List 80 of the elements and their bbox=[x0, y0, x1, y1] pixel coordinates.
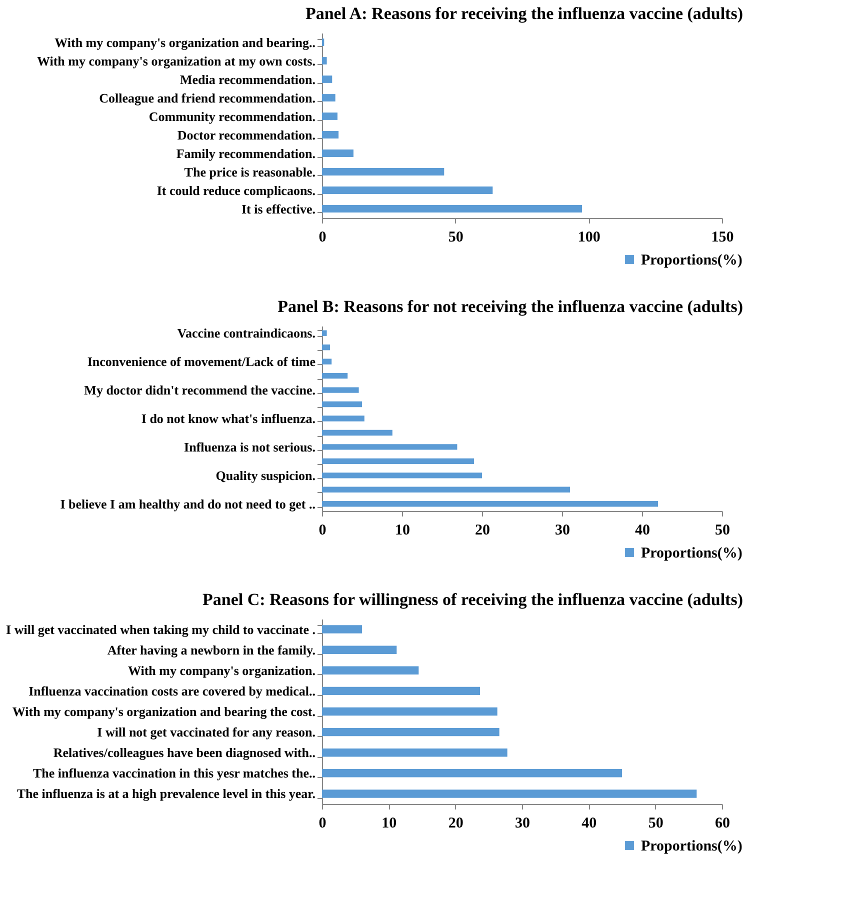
y-tick-label: My doctor didn't recommend the vaccine. bbox=[84, 382, 316, 398]
y-tick-label: I will get vaccinated when taking my child to vaccinate . bbox=[6, 622, 316, 637]
x-tick-label: 150 bbox=[711, 230, 734, 246]
bar bbox=[322, 625, 362, 634]
y-tick-label: The influenza vaccination in this yesr matches the.. bbox=[32, 766, 316, 781]
bar bbox=[322, 646, 397, 654]
bar bbox=[322, 401, 362, 408]
y-tick-label: I believe I am healthy and do not need to get .. bbox=[60, 496, 316, 512]
bar bbox=[322, 707, 498, 716]
chart-title: Panel A: Reasons for receiving the influenza vaccine (adults) bbox=[305, 4, 743, 23]
x-tick-label: 10 bbox=[395, 522, 410, 538]
y-tick-label: The influenza is at a high prevalence level in this year. bbox=[16, 786, 316, 802]
y-tick-label: Influenza is not serious. bbox=[184, 439, 316, 454]
legend-label: Proportions(%) bbox=[641, 252, 742, 268]
x-tick-label: 20 bbox=[448, 816, 464, 832]
x-tick-label: 10 bbox=[382, 816, 397, 832]
y-tick-label: Vaccine contraindicaons. bbox=[177, 326, 316, 341]
bar bbox=[322, 131, 339, 138]
bar bbox=[322, 769, 622, 778]
y-tick-label: Colleague and friend recommendation. bbox=[99, 90, 316, 106]
bar bbox=[322, 330, 327, 336]
bar bbox=[322, 76, 332, 83]
x-tick-label: 50 bbox=[448, 230, 464, 246]
x-tick-label: 0 bbox=[318, 816, 326, 832]
bar bbox=[322, 430, 392, 436]
bar bbox=[322, 748, 508, 757]
y-tick-label: With my company's organization and bearing.. bbox=[54, 34, 316, 50]
x-tick-label: 30 bbox=[515, 816, 530, 832]
y-tick-label: Quality suspicion. bbox=[216, 468, 316, 483]
bar bbox=[322, 666, 419, 674]
y-tick-label: It could reduce complicaons. bbox=[156, 182, 316, 198]
y-tick-label: After having a newborn in the family. bbox=[107, 642, 316, 658]
x-tick-label: 40 bbox=[582, 816, 597, 832]
bar bbox=[322, 790, 697, 798]
bar bbox=[322, 486, 570, 492]
y-tick-label: Family recommendation. bbox=[176, 146, 316, 161]
bar bbox=[322, 686, 480, 696]
chart-title: Panel C: Reasons for willingness of receiving the influenza vaccine (adults) bbox=[202, 590, 743, 609]
bar bbox=[322, 387, 359, 393]
bar bbox=[322, 150, 354, 157]
x-tick-label: 50 bbox=[715, 522, 730, 538]
y-tick-label: It is effective. bbox=[242, 201, 316, 216]
x-tick-label: 0 bbox=[318, 230, 326, 246]
bar bbox=[322, 205, 582, 212]
y-tick-label: Media recommendation. bbox=[180, 72, 316, 87]
bar bbox=[322, 94, 336, 102]
bar bbox=[322, 472, 482, 478]
bar bbox=[322, 728, 500, 736]
bar bbox=[322, 344, 330, 350]
bar bbox=[322, 444, 458, 450]
x-tick-label: 40 bbox=[635, 522, 650, 538]
bar bbox=[322, 458, 474, 464]
y-tick-label: Influenza vaccination costs are covered by medical.. bbox=[28, 683, 316, 698]
x-tick-label: 20 bbox=[475, 522, 490, 538]
bar bbox=[322, 186, 493, 194]
y-tick-label: I do not know what's influenza. bbox=[141, 411, 316, 426]
y-tick-label: Relatives/colleagues have been diagnosed with.. bbox=[53, 745, 316, 760]
y-tick-label: With my company's organization and bearing the cost. bbox=[12, 704, 316, 719]
legend-label: Proportions(%) bbox=[641, 546, 742, 562]
x-tick-label: 100 bbox=[578, 230, 600, 246]
y-tick-label: Community recommendation. bbox=[148, 108, 316, 124]
y-tick-label: With my company's organization at my own costs. bbox=[36, 53, 316, 68]
y-tick-label: Doctor recommendation. bbox=[177, 127, 316, 142]
bar bbox=[322, 372, 348, 379]
y-tick-label: With my company's organization. bbox=[128, 662, 316, 678]
x-tick-label: 60 bbox=[715, 816, 730, 832]
legend-label: Proportions(%) bbox=[641, 838, 742, 854]
y-tick-label: The price is reasonable. bbox=[184, 164, 316, 180]
bar bbox=[322, 57, 327, 64]
y-tick-label: I will not get vaccinated for any reason. bbox=[97, 724, 316, 740]
x-tick-label: 50 bbox=[648, 816, 664, 832]
y-tick-label: Inconvenience of movement/Lack of time bbox=[87, 354, 316, 370]
bar bbox=[322, 416, 364, 422]
bar bbox=[322, 168, 444, 176]
chart-title: Panel B: Reasons for not receiving the influenza vaccine (adults) bbox=[278, 297, 743, 316]
x-tick-label: 0 bbox=[318, 522, 326, 538]
bar bbox=[322, 112, 338, 120]
bar bbox=[322, 501, 658, 507]
bar bbox=[322, 358, 332, 364]
x-tick-label: 30 bbox=[555, 522, 570, 538]
